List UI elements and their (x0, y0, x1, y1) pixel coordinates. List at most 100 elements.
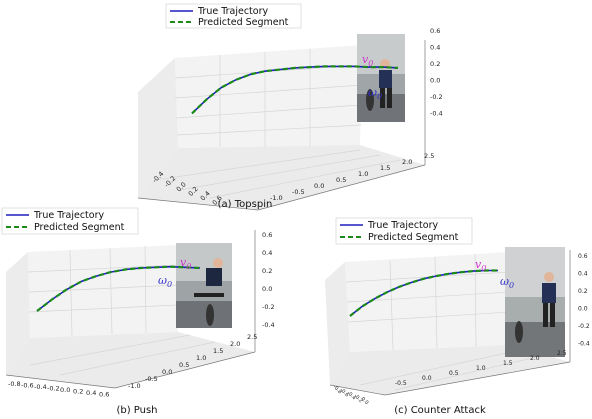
grid-lines (345, 253, 546, 391)
y-tick-label: -0.4 (346, 390, 357, 401)
inset-photo (505, 247, 565, 357)
panel-push: v0 ω0 -0.8 -0.6 -0.4 -0.2 0.0 0.2 0.4 0.6 -1.0-… (1, 207, 275, 416)
y-tick-labels: -1.0 -0.5 0.0 0.5 1.0 1.5 2.0 2.5 (128, 333, 257, 390)
x-tick-labels: -0.5 0.0 0.5 1.0 1.5 2.0 2.5 (395, 350, 567, 387)
y-tick-label: 0.0 (314, 182, 324, 190)
panel-counter-attack: v0 ω0 -0.50.00.51.01.52.02.5 -0.8-0.6-0.… (325, 217, 590, 416)
x-tick-label: -0.8 (8, 380, 21, 388)
x-tick-label: -0.5 (395, 380, 407, 387)
x-tick-label: 0.6 (99, 391, 109, 399)
y-tick-label: -0.5 (292, 188, 305, 196)
y-tick-labels: -1.0 -0.5 0.0 0.5 1.0 1.5 2.0 2.5 (270, 152, 434, 202)
legend-true-label: True Trajectory (33, 210, 104, 221)
z-tick-labels: 0.6 0.4 0.2 0.0 -0.2 -0.4 (262, 231, 275, 329)
z-tick-label: 0.2 (430, 60, 440, 68)
y-tick-label: -0.8 (332, 384, 343, 395)
legend: True Trajectory Predicted Segment (335, 217, 473, 245)
z-tick-label: 0.0 (262, 285, 272, 293)
x-tick-label: 1.5 (503, 360, 513, 367)
axis-frame (329, 250, 571, 396)
y-tick-label: 2.5 (247, 333, 257, 341)
x-tick-labels: -0.8 -0.6 -0.4 -0.2 0.0 0.2 0.4 0.6 (8, 380, 109, 399)
caption: (c) Counter Attack (394, 405, 486, 416)
y-tick-label: 2.0 (230, 340, 240, 348)
z-tick-label: 0.4 (578, 271, 588, 278)
back-pane (28, 245, 178, 338)
legend-predicted-label: Predicted Segment (198, 17, 289, 28)
y-tick-label: 0.5 (179, 361, 189, 369)
z-tick-label: 0.6 (578, 253, 588, 260)
x-tick-label: 0.2 (73, 388, 83, 396)
x-tick-label: 0.5 (449, 370, 459, 377)
z-tick-label: 0.0 (578, 306, 588, 313)
y-tick-label: 0.5 (336, 176, 346, 184)
left-pane (6, 252, 30, 375)
legend: True Trajectory Predicted Segment (165, 3, 302, 29)
x-tick-label: -0.4 (34, 383, 47, 391)
y-tick-label: 1.5 (213, 347, 223, 355)
caption: (b) Push (116, 405, 157, 416)
axis-frame (5, 230, 256, 389)
legend: True Trajectory Predicted Segment (1, 207, 139, 235)
z-tick-labels: 0.6 0.4 0.2 0.0 -0.2 -0.4 (430, 27, 443, 118)
y-tick-label: 1.0 (196, 354, 206, 362)
y-tick-label: 0.0 (162, 368, 172, 376)
legend-predicted-label: Predicted Segment (34, 222, 125, 233)
x-tick-label: 0.4 (86, 389, 96, 397)
y-tick-label: -0.2 (353, 393, 364, 404)
x-tick-label: 0.0 (60, 386, 70, 394)
x-tick-label: -0.2 (47, 385, 60, 393)
annotation-v0: v0 (180, 256, 191, 271)
x-tick-label: 1.0 (476, 365, 486, 372)
y-tick-label: -1.0 (128, 382, 141, 390)
y-tick-labels: -0.8-0.6-0.4-0.20.0 (332, 384, 370, 406)
z-tick-label: -0.2 (262, 303, 275, 311)
x-tick-label: 2.5 (557, 350, 567, 357)
y-tick-label: -0.6 (339, 387, 350, 398)
y-tick-label: 2.5 (424, 152, 434, 160)
x-tick-label: -0.6 (21, 382, 34, 390)
y-tick-label: 0.0 (360, 396, 370, 406)
z-tick-label: 0.0 (430, 77, 440, 85)
caption: (a) Topspin (218, 199, 273, 210)
axis-frame (137, 40, 426, 211)
legend-predicted-label: Predicted Segment (368, 232, 459, 243)
annotation-v0: v0 (475, 258, 486, 273)
y-tick-label: -0.5 (145, 375, 158, 383)
z-tick-label: 0.6 (430, 27, 440, 35)
annotation-v0: v0 (362, 53, 373, 68)
legend-true-label: True Trajectory (197, 6, 268, 17)
z-tick-label: 0.2 (578, 288, 588, 295)
inset-photo (176, 243, 232, 328)
z-tick-label: 0.4 (262, 249, 272, 257)
z-tick-labels: 0.6 0.4 0.2 0.0 -0.2 -0.4 (578, 253, 590, 348)
floor-pane (330, 345, 570, 395)
series-predicted-segment (349, 269, 498, 317)
floor-pane (138, 145, 425, 210)
z-tick-label: -0.4 (430, 110, 443, 118)
z-tick-label: 0.6 (262, 231, 272, 239)
z-tick-label: -0.2 (430, 93, 443, 101)
z-tick-label: -0.4 (262, 321, 275, 329)
legend-true-label: True Trajectory (367, 220, 438, 231)
series-predicted-segment (191, 65, 399, 115)
inset-photo (357, 34, 405, 122)
z-tick-label: 0.4 (430, 44, 440, 52)
left-pane (138, 58, 178, 198)
grid-lines (27, 245, 216, 376)
z-tick-label: -0.4 (578, 341, 590, 348)
back-pane (345, 252, 510, 352)
x-tick-label: 0.0 (422, 375, 432, 382)
y-tick-label: -1.0 (270, 194, 283, 202)
y-tick-label: 1.0 (358, 170, 368, 178)
x-tick-label: 2.0 (530, 355, 540, 362)
z-tick-label: -0.2 (578, 323, 590, 330)
panel-topspin: v0 ω0 -0.4-0.20.0 0.2 0.4 0.6 -1.0-0.50.00.… (137, 3, 443, 211)
y-tick-label: 2.0 (402, 158, 412, 166)
series-predicted-segment (36, 265, 201, 312)
left-pane (325, 262, 350, 385)
y-tick-label: 1.5 (380, 164, 390, 172)
z-tick-label: 0.2 (262, 267, 272, 275)
back-pane (175, 45, 362, 148)
